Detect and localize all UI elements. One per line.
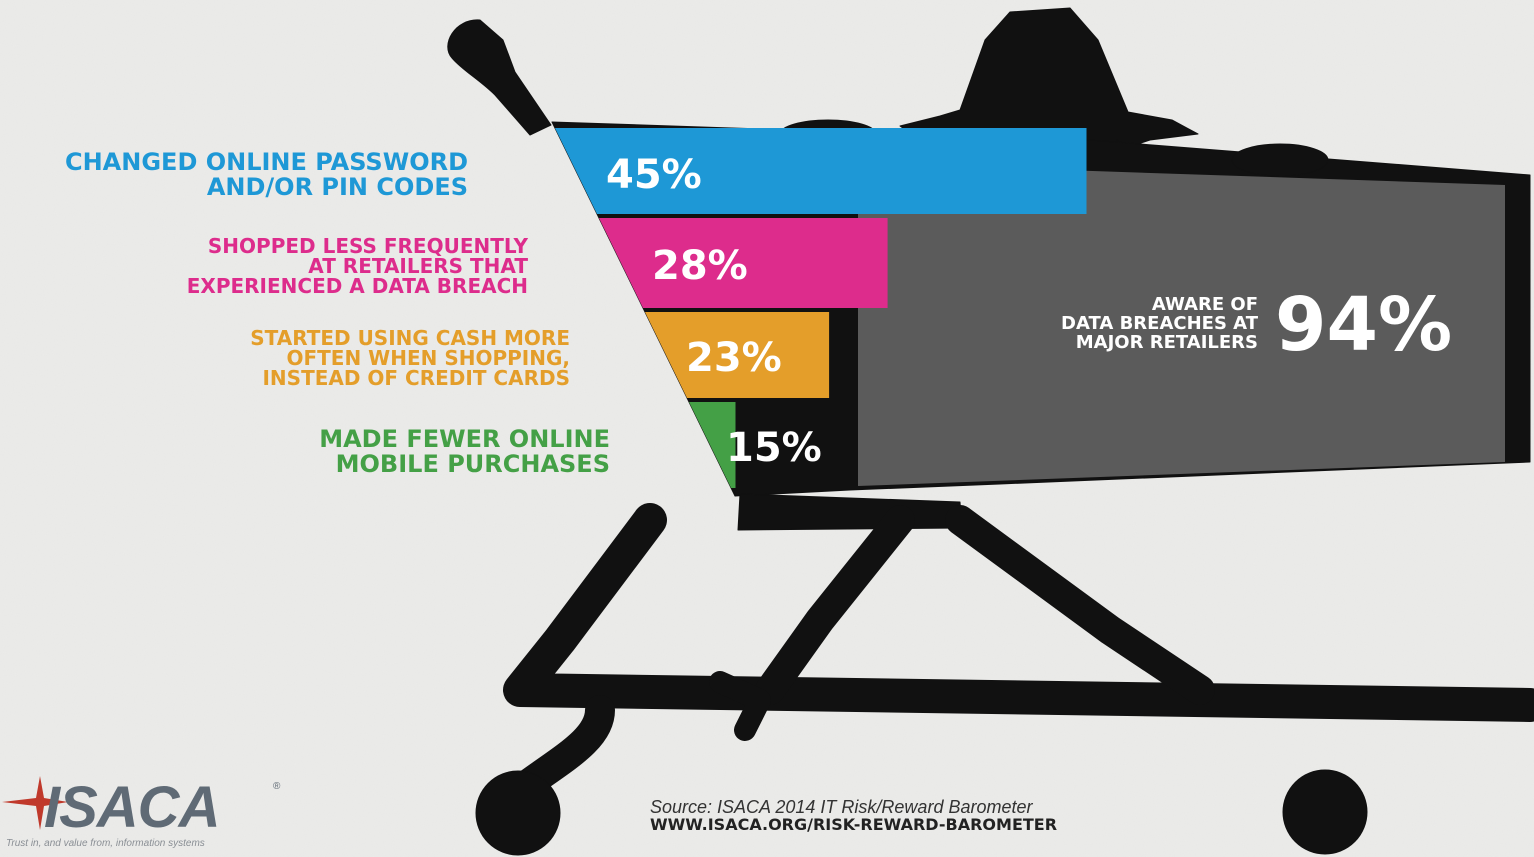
- cart-handle: [447, 19, 552, 136]
- isaca-logo: ISACA: [44, 775, 220, 840]
- bar-label-3-line-1: MOBILE PURCHASES: [335, 450, 610, 478]
- cart-leg-left: [503, 503, 1534, 722]
- registered-mark: ®: [273, 781, 281, 792]
- bar-value-label-0: 45%: [606, 152, 702, 198]
- bar-label-1-line-0: SHOPPED LESS FREQUENTLY: [207, 234, 528, 258]
- bar-1: [598, 218, 888, 308]
- bar-value-label-2: 23%: [686, 335, 782, 381]
- bar-label-0-line-1: AND/OR PIN CODES: [206, 173, 468, 201]
- right-hand-icon: [1231, 143, 1329, 177]
- bar-label-2-line-2: INSTEAD OF CREDIT CARDS: [262, 366, 570, 390]
- total-label: AWARE OF DATA BREACHES AT MAJOR RETAILER…: [1061, 295, 1258, 352]
- bar-label-0-line-0: CHANGED ONLINE PASSWORD: [64, 148, 468, 176]
- total-value-label: 94%: [1275, 282, 1453, 368]
- cart-kick: [709, 671, 771, 741]
- source-note: Source: ISACA 2014 IT Risk/Reward Barome…: [650, 797, 1033, 817]
- total-label-line-0: AWARE OF: [1151, 294, 1258, 315]
- bar-label-0: CHANGED ONLINE PASSWORD AND/OR PIN CODES: [65, 150, 468, 200]
- bar-label-1-line-2: EXPERIENCED A DATA BREACH: [186, 274, 528, 298]
- bar-label-1: SHOPPED LESS FREQUENTLY AT RETAILERS THA…: [187, 236, 528, 296]
- bar-0: [554, 128, 1087, 214]
- isaca-tagline: Trust in, and value from, information sy…: [6, 838, 205, 849]
- bar-2: [644, 312, 830, 398]
- bar-label-2-line-0: STARTED USING CASH MORE: [250, 326, 570, 350]
- cart-frame: [737, 493, 963, 531]
- source-url: WWW.ISACA.ORG/RISK-REWARD-BAROMETER: [650, 815, 1058, 834]
- bar-label-2-line-1: OFTEN WHEN SHOPPING,: [286, 346, 571, 370]
- total-label-line-1: DATA BREACHES AT: [1061, 313, 1258, 334]
- bar-value-label-3: 15%: [726, 425, 822, 471]
- bar-label-3-line-0: MADE FEWER ONLINE: [319, 425, 610, 453]
- bars-layer: [554, 128, 1087, 488]
- cart-leg-right: [945, 505, 1215, 705]
- bar-label-2: STARTED USING CASH MORE OFTEN WHEN SHOPP…: [250, 328, 570, 388]
- cart-leg-middle: [755, 505, 915, 705]
- bar-3: [689, 402, 736, 488]
- rear-wheel-icon: [1282, 769, 1368, 855]
- total-label-line-2: MAJOR RETAILERS: [1075, 332, 1258, 353]
- isaca-star-icon: [2, 776, 68, 830]
- bar-label-3: MADE FEWER ONLINE MOBILE PURCHASES: [319, 427, 610, 477]
- bar-value-label-1: 28%: [652, 243, 748, 289]
- bar-label-1-line-1: AT RETAILERS THAT: [308, 254, 528, 278]
- total-panel: [858, 163, 1505, 486]
- front-wheel-icon: [475, 770, 561, 856]
